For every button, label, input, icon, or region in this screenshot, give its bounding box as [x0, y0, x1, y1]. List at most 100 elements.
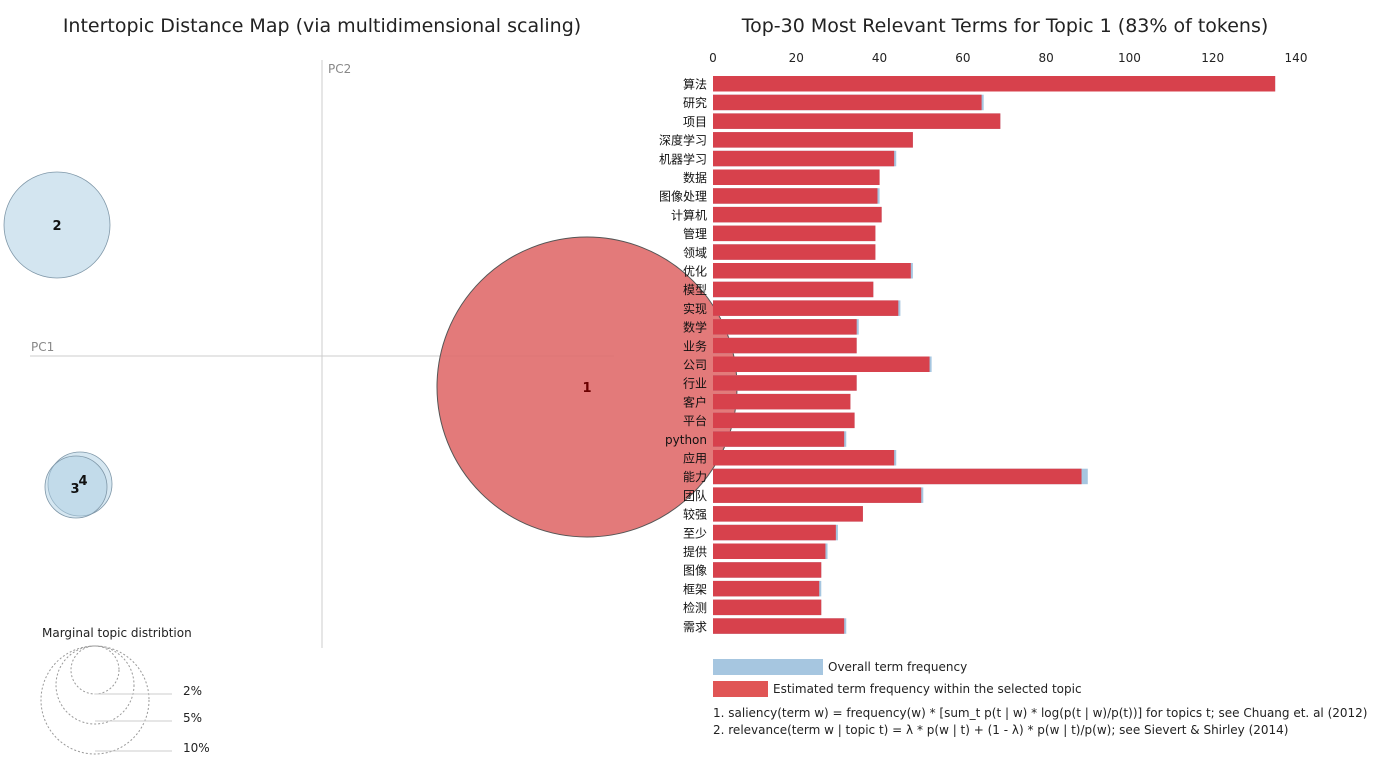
footnote-saliency: 1. saliency(term w) = frequency(w) * [su…	[713, 706, 1367, 720]
x-tick-label: 0	[709, 51, 717, 65]
estimated-bar[interactable]	[713, 150, 895, 167]
term-label[interactable]: 管理	[683, 226, 707, 241]
marginal-label-10pct: 10%	[183, 741, 210, 755]
term-label[interactable]: 平台	[683, 413, 707, 428]
x-tick-label: 120	[1201, 51, 1224, 65]
topic-label-4: 4	[78, 474, 87, 489]
x-axis-ticks: 0 20 40 60 80 100 120 140	[709, 51, 1307, 65]
term-label[interactable]: 框架	[683, 582, 707, 596]
term-label[interactable]: 图像处理	[659, 190, 707, 204]
pc1-label: PC1	[31, 340, 54, 354]
legend-swatch-overall	[713, 659, 823, 675]
term-label[interactable]: 至少	[683, 526, 707, 540]
term-label[interactable]: 应用	[683, 451, 707, 466]
estimated-bar[interactable]	[713, 281, 874, 298]
term-label[interactable]: python	[665, 433, 707, 447]
term-label[interactable]: 能力	[683, 470, 707, 484]
estimated-bar[interactable]	[713, 431, 845, 447]
pc2-label: PC2	[328, 62, 351, 76]
x-tick-label: 100	[1118, 51, 1141, 65]
term-label[interactable]: 计算机	[671, 207, 707, 222]
estimated-bar[interactable]	[713, 244, 876, 260]
term-bar-chart: 0 20 40 60 80 100 120 140 算法研究项目深度学习机器学习数据图像处理计…	[659, 51, 1307, 634]
term-label[interactable]: 行业	[683, 377, 707, 391]
term-label[interactable]: 客户	[683, 394, 707, 409]
estimated-bar[interactable]	[713, 487, 922, 503]
term-labels: 算法研究项目深度学习机器学习数据图像处理计算机管理领域优化模型实现数学业务公司行…	[659, 77, 707, 634]
term-label[interactable]: 公司	[683, 358, 707, 372]
estimated-bar[interactable]	[713, 618, 845, 634]
marginal-title: Marginal topic distribtion	[42, 626, 192, 640]
term-label[interactable]: 数据	[683, 170, 707, 185]
estimated-bar[interactable]	[713, 562, 822, 578]
legend-swatch-estimated	[713, 681, 768, 697]
estimated-bar[interactable]	[713, 169, 880, 186]
marginal-circle-10pct	[40, 645, 150, 755]
x-tick-label: 20	[789, 51, 804, 65]
estimated-bar[interactable]	[713, 599, 822, 616]
estimated-bar[interactable]	[713, 375, 857, 391]
topic-label-1: 1	[582, 381, 591, 396]
term-label[interactable]: 检测	[683, 600, 707, 615]
term-label[interactable]: 团队	[683, 488, 707, 503]
estimated-bar[interactable]	[713, 393, 851, 410]
estimated-bar[interactable]	[713, 319, 857, 335]
x-tick-label: 80	[1039, 51, 1054, 65]
marginal-legend: Marginal topic distribtion 2% 5% 10%	[40, 626, 210, 755]
topic-label-3: 3	[70, 482, 79, 497]
bar-legend: Overall term frequency Estimated term fr…	[713, 659, 1082, 697]
estimated-bar[interactable]	[713, 337, 857, 354]
x-tick-label: 40	[872, 51, 887, 65]
left-title: Intertopic Distance Map (via multidimens…	[63, 15, 581, 37]
term-label[interactable]: 较强	[683, 507, 707, 522]
term-label[interactable]: 需求	[683, 620, 707, 634]
estimated-bar[interactable]	[713, 543, 826, 560]
legend-label-estimated: Estimated term frequency within the sele…	[773, 682, 1082, 696]
marginal-circle-2pct	[70, 645, 120, 695]
estimated-bar[interactable]	[713, 300, 899, 316]
topic-label-2: 2	[52, 219, 61, 234]
estimated-bar[interactable]	[713, 263, 911, 279]
estimated-bar[interactable]	[713, 94, 982, 111]
estimated-bar[interactable]	[713, 412, 855, 429]
estimated-bar[interactable]	[713, 225, 876, 242]
estimated-bar[interactable]	[713, 524, 836, 541]
footnote-relevance: 2. relevance(term w | topic t) = λ * p(w…	[713, 723, 1288, 737]
term-label[interactable]: 算法	[683, 77, 707, 92]
estimated-bar[interactable]	[713, 356, 930, 373]
estimated-bar[interactable]	[713, 188, 878, 204]
estimated-bar[interactable]	[713, 450, 895, 466]
term-label[interactable]: 模型	[683, 283, 707, 297]
term-label[interactable]: 业务	[683, 338, 707, 353]
term-label[interactable]: 项目	[683, 115, 707, 129]
term-bars	[713, 76, 1276, 634]
x-tick-label: 60	[955, 51, 970, 65]
estimated-bar[interactable]	[713, 468, 1082, 485]
x-tick-label: 140	[1285, 51, 1308, 65]
term-label[interactable]: 深度学习	[659, 133, 707, 148]
term-label[interactable]: 提供	[683, 544, 707, 559]
term-label[interactable]: 领域	[683, 246, 707, 260]
term-label[interactable]: 图像	[683, 564, 707, 578]
estimated-bar[interactable]	[713, 206, 882, 223]
term-label[interactable]: 研究	[683, 95, 707, 110]
term-label[interactable]: 机器学习	[659, 151, 707, 166]
topic-circle-3[interactable]	[44, 455, 108, 519]
term-label[interactable]: 优化	[683, 265, 707, 279]
marginal-label-2pct: 2%	[183, 684, 202, 698]
estimated-bar[interactable]	[713, 76, 1276, 92]
estimated-bar[interactable]	[713, 113, 1001, 129]
estimated-bar[interactable]	[713, 132, 913, 148]
topic-circles: 1 2 3 4	[3, 171, 738, 538]
right-title: Top-30 Most Relevant Terms for Topic 1 (…	[741, 15, 1269, 37]
legend-label-overall: Overall term frequency	[828, 660, 967, 674]
marginal-label-5pct: 5%	[183, 711, 202, 725]
term-label[interactable]: 实现	[683, 301, 707, 316]
marginal-circle-5pct	[55, 645, 135, 725]
topic-circle-2[interactable]	[3, 171, 111, 279]
term-label[interactable]: 数学	[683, 320, 707, 335]
estimated-bar[interactable]	[713, 506, 863, 522]
estimated-bar[interactable]	[713, 580, 820, 597]
